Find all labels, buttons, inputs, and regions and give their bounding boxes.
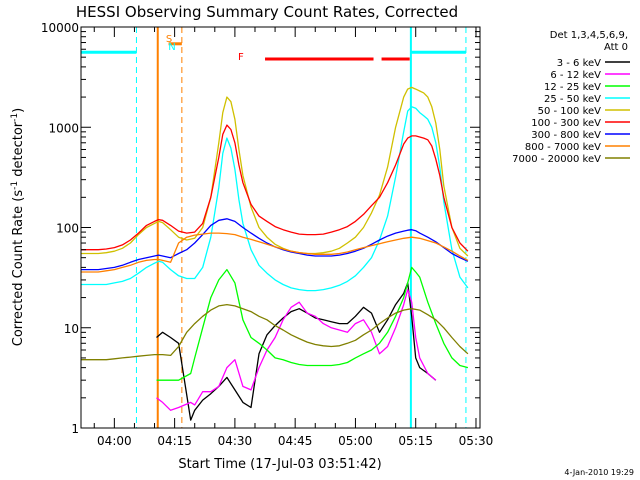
- footer-date: 4-Jan-2010 19:29: [564, 468, 634, 477]
- flag-label-n: N: [168, 42, 175, 53]
- x-tick-label: 04:15: [157, 434, 192, 448]
- series-line: [81, 106, 469, 292]
- flag-label-f: F: [238, 52, 244, 63]
- y-tick-label: 1000: [48, 121, 79, 135]
- legend-entry-label: 25 - 50 keV: [544, 94, 601, 105]
- y-tick-label: 10: [64, 322, 79, 336]
- series-lines: [81, 86, 469, 421]
- x-tick-label: 04:45: [278, 434, 313, 448]
- legend-entry-label: 12 - 25 keV: [544, 82, 601, 93]
- legend-entry-label: 300 - 800 keV: [531, 130, 601, 141]
- legend-entry-label: 100 - 300 keV: [531, 118, 601, 129]
- x-tick-label: 05:15: [398, 434, 433, 448]
- axes: 1 10 100 1000 10000 04:00 04:15 04:30 04:45 05:00…: [41, 21, 493, 448]
- x-tick-label: 05:30: [459, 434, 494, 448]
- legend-header: Att 0: [604, 42, 628, 53]
- y-axis-label: Corrected Count Rate (s-1 detector-1): [10, 108, 26, 346]
- y-axis-label-sup2: -1: [10, 113, 20, 122]
- series-line: [81, 232, 469, 273]
- x-axis-label: Start Time (17-Jul-03 03:51:42): [178, 457, 381, 472]
- series-line: [81, 86, 469, 257]
- y-axis-label-sup1: -1: [10, 181, 20, 190]
- legend-entry-label: 800 - 7000 keV: [525, 142, 601, 153]
- y-tick-label: 1: [71, 422, 79, 436]
- series-line: [156, 288, 437, 411]
- chart-title: HESSI Observing Summary Count Rates, Cor…: [76, 3, 458, 21]
- y-axis-label-main: Corrected Count Rate (s: [11, 190, 26, 347]
- y-axis-label-mid: detector: [11, 121, 26, 181]
- legend-entry-label: 3 - 6 keV: [557, 58, 601, 69]
- x-tick-label: 04:30: [218, 434, 253, 448]
- series-line: [81, 124, 469, 252]
- flag-label-s: S: [166, 34, 172, 45]
- legend-entry-label: 6 - 12 keV: [550, 70, 601, 81]
- flag-markers: SN F: [81, 27, 467, 428]
- legend-header: Det 1,3,4,5,6,9,: [550, 30, 628, 41]
- y-axis-label-end: ): [11, 108, 26, 113]
- legend-entry-label: 7000 - 20000 keV: [512, 154, 601, 165]
- x-tick-label: 05:00: [338, 434, 373, 448]
- series-line: [156, 266, 469, 381]
- series-line: [81, 303, 469, 361]
- x-tick-label: 04:00: [97, 434, 132, 448]
- legend-entry-label: 50 - 100 keV: [538, 106, 602, 117]
- y-tick-label: 10000: [41, 21, 79, 35]
- series-line: [156, 282, 437, 421]
- y-tick-label: 100: [56, 222, 79, 236]
